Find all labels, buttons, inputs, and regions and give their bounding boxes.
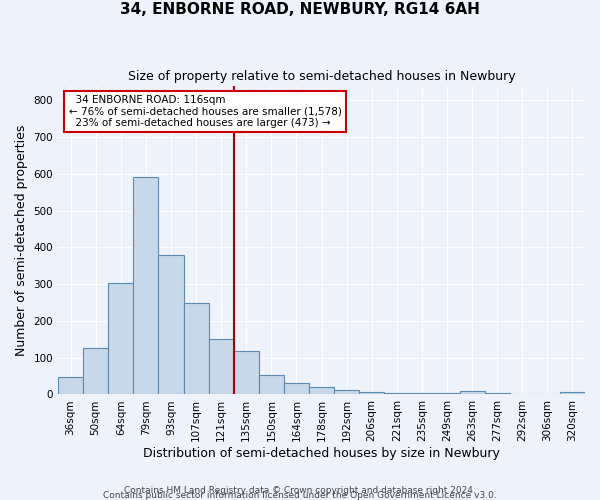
Bar	[209, 340, 233, 394]
Bar	[284, 384, 309, 394]
Text: 34, ENBORNE ROAD, NEWBURY, RG14 6AH: 34, ENBORNE ROAD, NEWBURY, RG14 6AH	[120, 2, 480, 18]
Bar	[434, 393, 460, 394]
Bar	[58, 377, 83, 394]
Text: 34 ENBORNE ROAD: 116sqm
← 76% of semi-detached houses are smaller (1,578)
  23% : 34 ENBORNE ROAD: 116sqm ← 76% of semi-de…	[68, 95, 341, 128]
Bar	[158, 254, 184, 394]
Bar	[259, 375, 284, 394]
Bar	[83, 348, 108, 395]
Bar	[384, 392, 409, 394]
Y-axis label: Number of semi-detached properties: Number of semi-detached properties	[15, 124, 28, 356]
X-axis label: Distribution of semi-detached houses by size in Newbury: Distribution of semi-detached houses by …	[143, 447, 500, 460]
Bar	[309, 387, 334, 394]
Bar	[409, 393, 434, 394]
Bar	[233, 352, 259, 395]
Bar	[184, 304, 209, 394]
Bar	[133, 177, 158, 394]
Bar	[560, 392, 585, 394]
Bar	[334, 390, 359, 394]
Bar	[460, 391, 485, 394]
Bar	[485, 393, 510, 394]
Text: Contains public sector information licensed under the Open Government Licence v3: Contains public sector information licen…	[103, 490, 497, 500]
Text: Contains HM Land Registry data © Crown copyright and database right 2024.: Contains HM Land Registry data © Crown c…	[124, 486, 476, 495]
Title: Size of property relative to semi-detached houses in Newbury: Size of property relative to semi-detach…	[128, 70, 515, 83]
Bar	[108, 284, 133, 395]
Bar	[359, 392, 384, 394]
